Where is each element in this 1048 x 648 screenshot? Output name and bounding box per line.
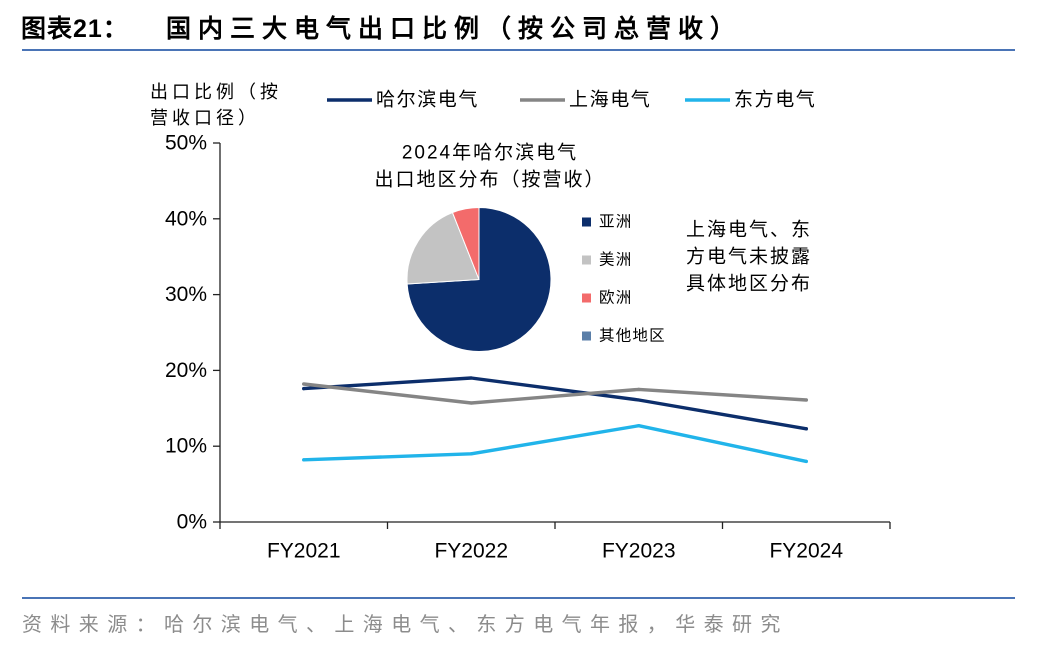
data-point — [469, 401, 473, 405]
pie-note-line: 上海电气、东 — [686, 219, 812, 241]
pie-legend-label: 亚洲 — [599, 214, 632, 231]
data-point — [302, 386, 306, 391]
data-point — [804, 459, 808, 463]
pie-legend-swatch — [582, 331, 591, 341]
x-tick-label: FY2023 — [602, 540, 676, 563]
legend: 哈尔滨电气 上海电气 东方电气 — [327, 89, 816, 111]
axes: 0% 10% 20% 30% 40% 50% FY2021 FY2022 FY2023 FY202… — [165, 132, 891, 563]
source-divider — [22, 597, 1015, 599]
pie-legend-item: 其他地区 — [582, 327, 666, 345]
series-line-1 — [302, 376, 808, 431]
pie-legend-label: 其他地区 — [599, 327, 666, 345]
legend-label: 哈尔滨电气 — [376, 89, 479, 111]
x-tick-label: FY2024 — [769, 540, 843, 563]
pie-note-line: 方电气未披露 — [686, 246, 812, 268]
source-note: 资料来源：哈尔滨电气、上海电气、东方电气年报，华泰研究 — [22, 614, 789, 636]
data-point — [637, 387, 641, 391]
pie-legend-swatch — [582, 255, 591, 265]
legend-item: 哈尔滨电气 — [327, 89, 479, 111]
y-tick-label: 40% — [165, 207, 207, 230]
y-tick-label: 10% — [165, 435, 207, 458]
pie-legend-item: 美洲 — [582, 251, 632, 269]
data-point — [469, 376, 473, 380]
legend-item: 上海电气 — [520, 89, 651, 111]
figure-number: 图表21： — [21, 15, 129, 43]
series-line-3 — [302, 424, 808, 464]
data-point — [637, 424, 641, 428]
title-divider — [22, 49, 1015, 51]
y-tick-label: 50% — [165, 132, 207, 155]
data-point — [637, 398, 641, 402]
pie-legend-swatch — [582, 293, 591, 303]
pie-slice — [406, 211, 480, 285]
y-axis-title-line: 出口比例（按 — [150, 82, 282, 102]
pie-legend-item: 亚洲 — [582, 214, 632, 231]
pie-legend-swatch — [582, 217, 591, 227]
series-line-2 — [302, 382, 808, 405]
pie-legend-label: 欧洲 — [599, 289, 632, 307]
series-lines — [302, 376, 808, 464]
legend-label: 上海电气 — [569, 89, 651, 111]
data-point — [469, 452, 473, 456]
data-point — [302, 382, 306, 386]
legend-item: 东方电气 — [685, 89, 816, 111]
y-tick-label: 0% — [177, 511, 207, 534]
y-axis-title-line: 营收口径） — [150, 108, 260, 128]
figure-title: 国内三大电气出口比例（按公司总营收） — [166, 15, 743, 43]
data-point — [804, 398, 808, 402]
x-tick-label: FY2022 — [434, 540, 508, 563]
y-tick-label: 30% — [165, 283, 207, 306]
pie-title-line: 2024年哈尔滨电气 — [402, 142, 578, 164]
pie-legend-item: 欧洲 — [582, 289, 632, 307]
x-tick-label: FY2021 — [267, 540, 341, 563]
pie-title-line: 出口地区分布（按营收） — [374, 169, 605, 191]
data-point — [804, 427, 808, 431]
pie-note-line: 具体地区分布 — [686, 273, 812, 295]
legend-label: 东方电气 — [734, 89, 816, 111]
y-tick-label: 20% — [165, 359, 207, 382]
data-point — [302, 458, 306, 462]
pie-legend-label: 美洲 — [599, 251, 632, 269]
pie-slice — [451, 206, 480, 280]
